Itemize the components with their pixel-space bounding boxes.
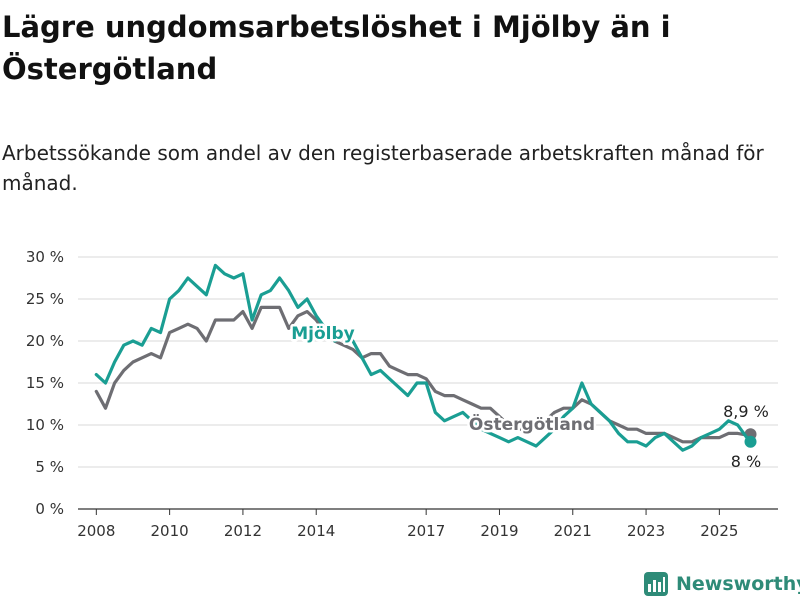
y-tick-label: 5 % xyxy=(35,458,64,476)
series-label-mjolby-halo: Mjölby xyxy=(291,324,355,344)
y-tick-label: 20 % xyxy=(26,332,64,350)
x-tick-label: 2023 xyxy=(627,522,665,540)
x-tick-label: 2025 xyxy=(700,522,738,540)
x-tick-label: 2019 xyxy=(480,522,518,540)
chart-title: Lägre ungdomsarbetslöshet i Mjölby än i … xyxy=(2,10,671,86)
y-axis: 0 % 5 % 10 % 15 % 20 % 25 % 30 % xyxy=(26,248,64,518)
series-label-mjolby: Mjölby xyxy=(291,324,355,344)
end-label-ostergotland: 8,9 % xyxy=(723,402,769,421)
line-chart: 0 %5 %10 %15 %20 %25 %30 % 2008 2010 2012 2… xyxy=(26,248,778,540)
series-line xyxy=(94,305,753,444)
series-label-ostergotland: Östergötland xyxy=(469,413,595,435)
y-tick-label: 30 % xyxy=(26,248,64,266)
grid-lines xyxy=(78,256,778,510)
end-point-marker xyxy=(744,435,757,448)
x-tick-label: 2017 xyxy=(407,522,445,540)
brand-logo[interactable]: Newsworthy xyxy=(644,569,800,599)
series-labels: MjölbyMjölbyÖstergötlandÖstergötland8,9 … xyxy=(289,322,769,472)
y-tick-label: 15 % xyxy=(26,374,64,392)
series-line xyxy=(94,263,753,452)
y-tick-label: 10 % xyxy=(26,416,64,434)
x-tick-label: 2010 xyxy=(151,522,189,540)
series-label-ostergotland-halo: Östergötland xyxy=(469,413,595,435)
y-tick-label: 25 % xyxy=(26,290,64,308)
bar-chart-icon xyxy=(644,572,668,596)
x-tick-label: 2021 xyxy=(554,522,592,540)
series-lines xyxy=(94,263,757,452)
y-tick-label: 0 % xyxy=(35,500,64,518)
x-tick-label: 2008 xyxy=(77,522,115,540)
x-axis: 2008 2010 2012 2014 2017 2019 2021 2023 2025 xyxy=(77,509,738,540)
brand-name: Newsworthy xyxy=(676,573,800,595)
x-tick-label: 2014 xyxy=(297,522,335,540)
chart-subtitle: Arbetssökande som andel av den registerb… xyxy=(2,141,764,195)
end-label-mjolby: 8 % xyxy=(731,452,761,471)
x-tick-label: 2012 xyxy=(224,522,262,540)
